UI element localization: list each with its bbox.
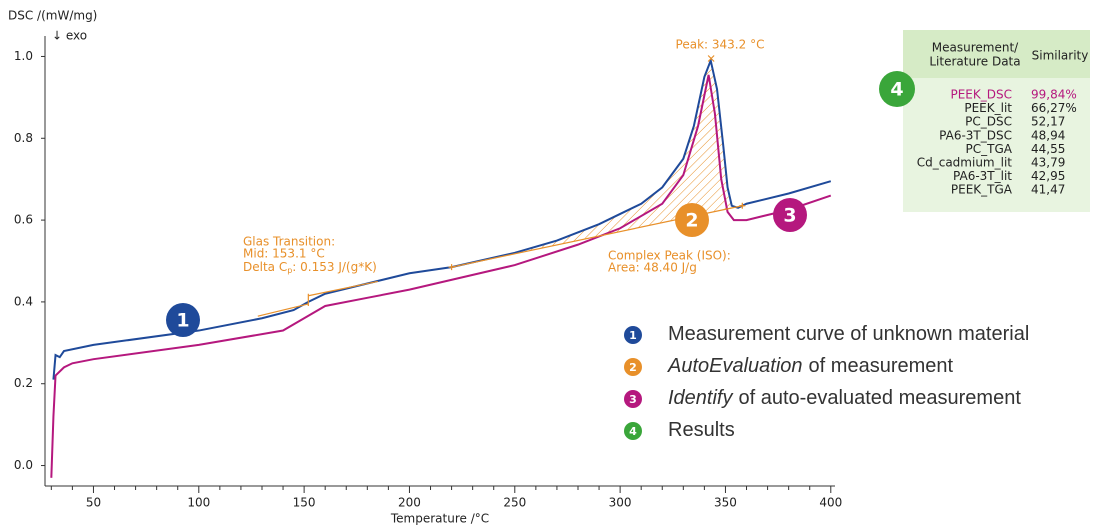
- glass-title: Glas Transition:: [243, 235, 335, 249]
- row-name: PA6-3T_DSC: [939, 128, 1012, 142]
- marker-number: 2: [685, 210, 698, 232]
- x-tick-label: 250: [503, 496, 526, 510]
- glass-delta: Delta Cp: 0.153 J/(g*K): [243, 260, 377, 275]
- x-tick-label: 200: [398, 496, 421, 510]
- legend-rest: Measurement curve of unknown material: [668, 323, 1029, 345]
- y-tick-label: 0.4: [14, 294, 33, 308]
- glass-delta-prefix: Delta C: [243, 260, 287, 274]
- legend-number: 4: [629, 425, 637, 438]
- series-line: [52, 57, 832, 380]
- peak-label: Peak: 343.2 °C: [676, 38, 765, 52]
- legend-text: Measurement curve of unknown material: [668, 323, 1029, 345]
- y-tick-label: 1.0: [14, 49, 33, 63]
- row-name: PEEK_DSC: [950, 88, 1012, 102]
- baseline-end: [739, 202, 746, 209]
- row-similarity: 99,84%: [1031, 88, 1077, 102]
- complex-area: Area: 48.40 J/g: [608, 261, 697, 275]
- row-name: PEEK_TGA: [951, 183, 1013, 197]
- row-name: PC_TGA: [966, 142, 1013, 156]
- marker-badge: [675, 203, 709, 237]
- y-tick-label: 0.0: [14, 458, 33, 472]
- legend-badge: [624, 358, 642, 376]
- legend-rest: of measurement: [809, 355, 954, 377]
- row-similarity: 43,79: [1031, 156, 1065, 170]
- legend-badge: [624, 422, 642, 440]
- results-header: [903, 30, 1090, 78]
- row-name: PC_DSC: [965, 115, 1012, 129]
- legend-rest: of auto-evaluated measurement: [738, 387, 1021, 409]
- legend-emphasis: AutoEvaluation: [667, 355, 803, 377]
- glass-mid: Mid: 153.1 °C: [243, 247, 325, 261]
- x-tick-label: 300: [609, 496, 632, 510]
- row-similarity: 41,47: [1031, 183, 1065, 197]
- y-tick-label: 0.8: [14, 131, 33, 145]
- legend-number: 1: [629, 329, 637, 342]
- baseline-end: [448, 264, 455, 271]
- header-1b: Literature Data: [929, 55, 1020, 69]
- glass-delta-suffix: : 0.153 J/(g*K): [292, 260, 376, 274]
- x-tick-label: 350: [714, 496, 737, 510]
- marker-badge: [166, 303, 200, 337]
- series-line: [50, 74, 832, 478]
- marker-badge: [773, 198, 807, 232]
- row-similarity: 42,95: [1031, 169, 1065, 183]
- x-tick-label: 100: [187, 496, 210, 510]
- exo-label: ↓ exo: [52, 29, 87, 43]
- peak-marker: [707, 55, 715, 62]
- y-tick-label: 0.2: [14, 376, 33, 390]
- y-axis-label: DSC /(mW/mg): [8, 9, 97, 23]
- legend-text: AutoEvaluation of measurement: [667, 355, 954, 377]
- results-badge: [879, 71, 915, 107]
- header-2: Similarity: [1032, 49, 1089, 63]
- y-tick-label: 0.6: [14, 213, 33, 227]
- marker-number: 3: [783, 205, 796, 227]
- legend-rest: Results: [668, 419, 735, 441]
- marker-number: 1: [176, 310, 189, 332]
- glass-delta-sub: p: [287, 266, 292, 275]
- row-name: PA6-3T_lit: [953, 169, 1012, 183]
- row-similarity: 48,94: [1031, 128, 1065, 142]
- legend-text: Results: [668, 419, 735, 441]
- row-similarity: 44,55: [1031, 142, 1065, 156]
- header-1a: Measurement/: [932, 41, 1019, 55]
- row-name: Cd_cadmium_lit: [917, 156, 1013, 170]
- peak-area: [451, 60, 743, 268]
- row-similarity: 52,17: [1031, 115, 1065, 129]
- row-similarity: 66,27%: [1031, 101, 1077, 115]
- row-name: PEEK_lit: [964, 101, 1012, 115]
- x-axis-label: Temperature /°C: [390, 512, 489, 526]
- complex-title: Complex Peak (ISO):: [608, 249, 731, 263]
- x-tick-label: 50: [86, 496, 101, 510]
- legend-badge: [624, 390, 642, 408]
- legend-number: 2: [629, 361, 637, 374]
- x-tick-label: 400: [819, 496, 842, 510]
- x-tick-label: 150: [293, 496, 316, 510]
- legend-number: 3: [629, 393, 637, 406]
- glass-tangent: [257, 280, 378, 317]
- legend-text: Identify of auto-evaluated measurement: [668, 387, 1021, 409]
- legend-emphasis: Identify: [668, 387, 733, 409]
- legend-badge: [624, 326, 642, 344]
- results-badge-number: 4: [890, 79, 903, 101]
